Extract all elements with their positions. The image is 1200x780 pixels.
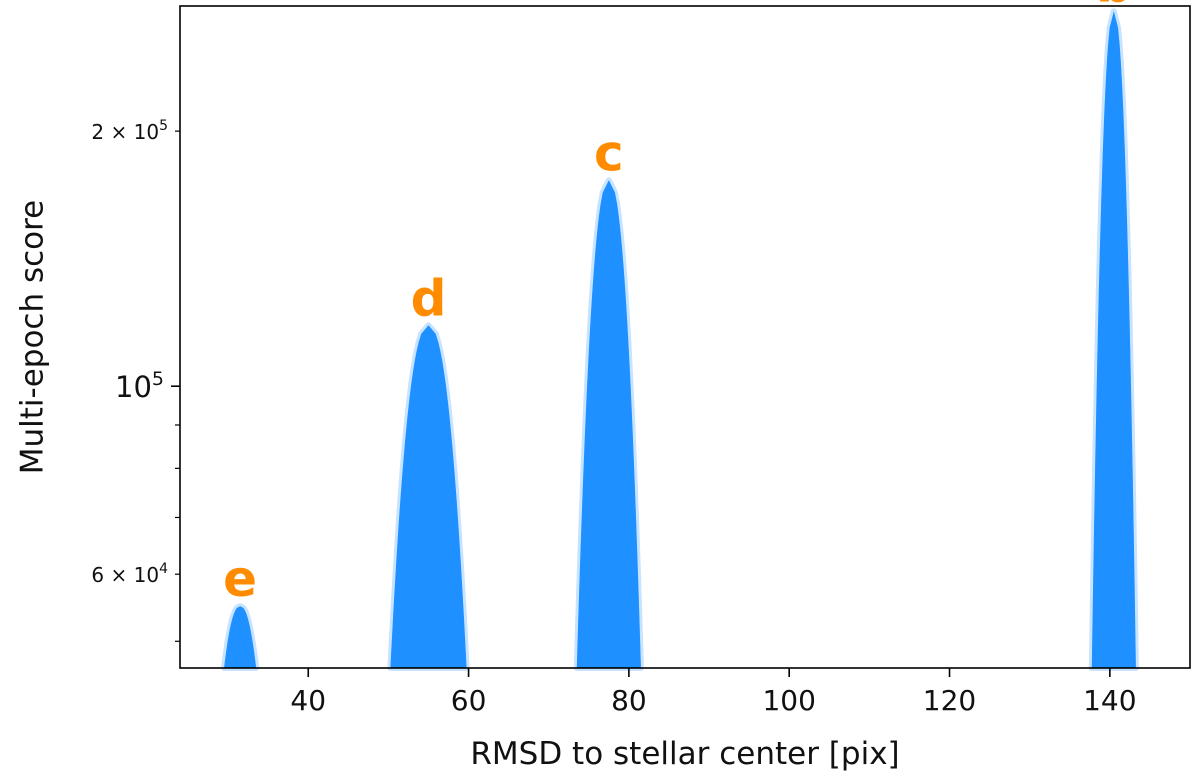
y-major-tick-label: 105 <box>115 368 164 404</box>
peak-c <box>573 177 644 671</box>
peak-e-body <box>224 606 257 668</box>
peak-b-body <box>1091 11 1136 668</box>
peak-label-e: e <box>223 550 257 608</box>
peak-e <box>221 603 260 671</box>
x-axis-label: RMSD to stellar center [pix] <box>470 736 899 772</box>
peak-c-body <box>576 180 641 668</box>
peaks-layer <box>221 8 1139 671</box>
x-tick-label: 40 <box>290 684 326 717</box>
y-axis-label: Multi-epoch score <box>15 200 51 475</box>
peak-label-c: c <box>594 124 624 182</box>
x-tick-label: 100 <box>762 684 815 717</box>
x-tick-label: 140 <box>1083 684 1136 717</box>
y-minor-tick-label: 2 × 105 <box>91 118 168 144</box>
peak-label-d: d <box>411 269 447 327</box>
peak-d-body <box>390 325 467 668</box>
y-axis-ticks: 105 6 × 104 2 × 105 <box>91 118 180 642</box>
y-minor-tick-label: 6 × 104 <box>91 561 168 587</box>
x-tick-label: 120 <box>923 684 976 717</box>
annotations-layer: edcb <box>223 0 1132 608</box>
peak-d <box>387 322 470 671</box>
x-axis-ticks: 40 60 80 100 120 140 <box>290 668 1137 717</box>
x-tick-label: 60 <box>451 684 487 717</box>
x-tick-label: 80 <box>611 684 647 717</box>
peak-b <box>1088 8 1139 671</box>
plot-frame <box>179 5 1191 669</box>
